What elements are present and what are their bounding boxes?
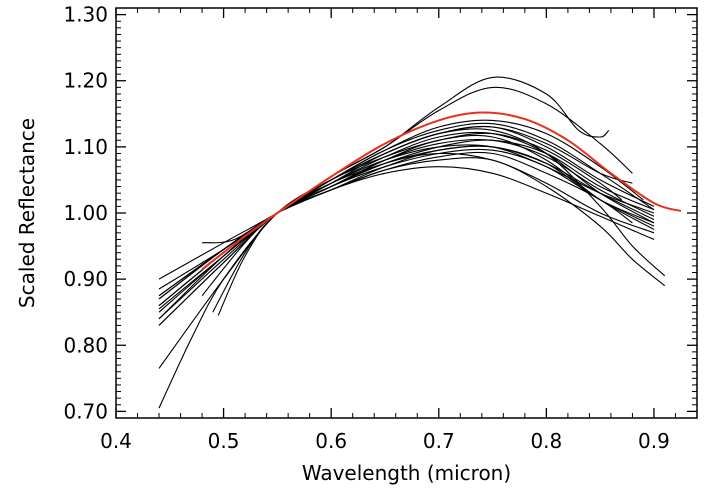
spectrum-line bbox=[158, 157, 666, 320]
spectra-curves bbox=[158, 76, 682, 409]
spectrum-line bbox=[217, 148, 655, 316]
x-tick-label: 0.4 bbox=[100, 429, 132, 453]
spectrum-line bbox=[158, 145, 655, 326]
spectrum-line bbox=[158, 139, 655, 320]
y-tick-label: 1.00 bbox=[63, 201, 108, 225]
spectrum-line bbox=[158, 134, 655, 326]
y-tick-label: 0.90 bbox=[63, 267, 108, 291]
spectrum-line bbox=[212, 145, 655, 313]
y-tick-labels: 0.70 0.80 0.90 1.00 1.10 1.20 1.30 bbox=[63, 3, 108, 424]
spectrum-line bbox=[158, 144, 655, 300]
x-tick-label: 0.9 bbox=[638, 429, 670, 453]
spectrum-line bbox=[158, 119, 644, 280]
x-tick-label: 0.5 bbox=[208, 429, 240, 453]
spectrum-line bbox=[158, 132, 623, 409]
x-axis-title: Wavelength (micron) bbox=[302, 461, 511, 485]
x-tick-label: 0.8 bbox=[530, 429, 562, 453]
y-tick-label: 1.10 bbox=[63, 135, 108, 159]
x-tick-labels: 0.4 0.5 0.6 0.7 0.8 0.9 bbox=[100, 429, 670, 453]
spectrum-line bbox=[201, 166, 655, 297]
spectrum-line bbox=[158, 122, 655, 369]
x-tick-label: 0.6 bbox=[315, 429, 347, 453]
axis-ticks bbox=[115, 7, 698, 419]
y-tick-label: 1.20 bbox=[63, 69, 108, 93]
plot-frame bbox=[115, 7, 698, 419]
spectrum-line bbox=[158, 152, 655, 307]
y-tick-label: 0.70 bbox=[63, 399, 108, 423]
y-tick-label: 0.80 bbox=[63, 333, 108, 357]
highlight-spectrum-line bbox=[201, 111, 682, 270]
y-tick-label: 1.30 bbox=[63, 3, 108, 27]
x-tick-label: 0.7 bbox=[423, 429, 455, 453]
y-axis-title: Scaled Reflectance bbox=[15, 118, 39, 308]
